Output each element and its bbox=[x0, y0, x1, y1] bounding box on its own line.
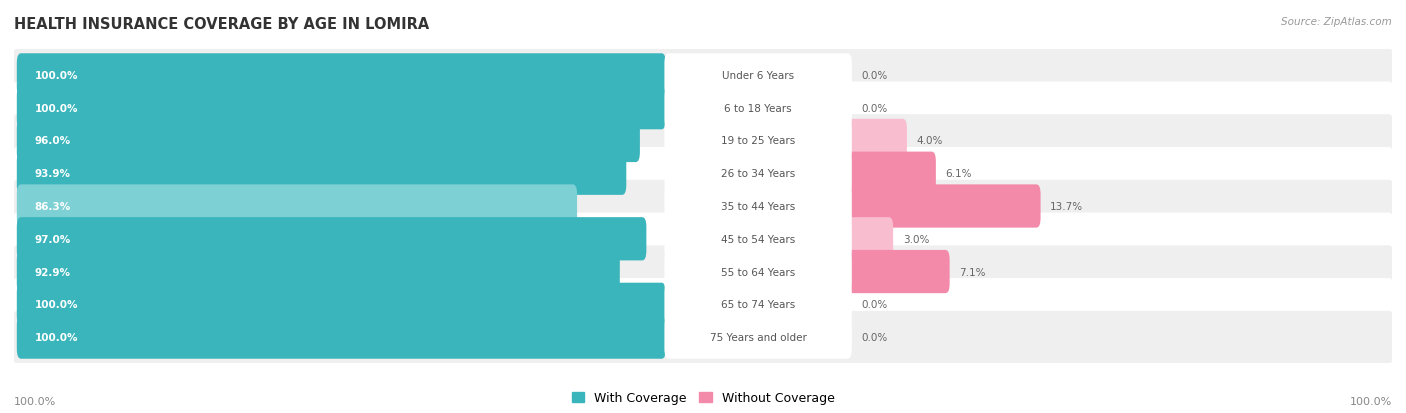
Text: 7.1%: 7.1% bbox=[959, 267, 986, 277]
Text: 96.0%: 96.0% bbox=[35, 136, 70, 146]
FancyBboxPatch shape bbox=[13, 311, 1393, 363]
Text: 35 to 44 Years: 35 to 44 Years bbox=[721, 202, 796, 211]
Text: 4.0%: 4.0% bbox=[917, 136, 943, 146]
Text: 75 Years and older: 75 Years and older bbox=[710, 332, 807, 342]
FancyBboxPatch shape bbox=[13, 278, 1393, 331]
Text: 97.0%: 97.0% bbox=[35, 234, 70, 244]
Text: 100.0%: 100.0% bbox=[35, 299, 79, 310]
Text: 92.9%: 92.9% bbox=[35, 267, 70, 277]
FancyBboxPatch shape bbox=[844, 185, 1040, 228]
Text: Under 6 Years: Under 6 Years bbox=[723, 71, 794, 81]
FancyBboxPatch shape bbox=[844, 218, 893, 261]
Text: 55 to 64 Years: 55 to 64 Years bbox=[721, 267, 796, 277]
FancyBboxPatch shape bbox=[665, 218, 852, 261]
FancyBboxPatch shape bbox=[13, 82, 1393, 135]
Text: 0.0%: 0.0% bbox=[862, 299, 887, 310]
FancyBboxPatch shape bbox=[13, 246, 1393, 298]
Text: 100.0%: 100.0% bbox=[35, 332, 79, 342]
FancyBboxPatch shape bbox=[17, 87, 666, 130]
Legend: With Coverage, Without Coverage: With Coverage, Without Coverage bbox=[572, 392, 834, 404]
Text: 93.9%: 93.9% bbox=[35, 169, 70, 179]
Text: 100.0%: 100.0% bbox=[14, 396, 56, 406]
FancyBboxPatch shape bbox=[17, 283, 666, 326]
FancyBboxPatch shape bbox=[13, 50, 1393, 102]
FancyBboxPatch shape bbox=[13, 115, 1393, 167]
Text: 0.0%: 0.0% bbox=[862, 103, 887, 114]
FancyBboxPatch shape bbox=[13, 148, 1393, 200]
FancyBboxPatch shape bbox=[17, 250, 620, 294]
FancyBboxPatch shape bbox=[844, 250, 949, 294]
Text: 0.0%: 0.0% bbox=[862, 71, 887, 81]
FancyBboxPatch shape bbox=[665, 87, 852, 130]
Text: Source: ZipAtlas.com: Source: ZipAtlas.com bbox=[1281, 17, 1392, 26]
Text: 100.0%: 100.0% bbox=[35, 71, 79, 81]
Text: 6.1%: 6.1% bbox=[945, 169, 972, 179]
FancyBboxPatch shape bbox=[17, 218, 647, 261]
Text: 100.0%: 100.0% bbox=[35, 103, 79, 114]
Text: 19 to 25 Years: 19 to 25 Years bbox=[721, 136, 796, 146]
FancyBboxPatch shape bbox=[844, 152, 936, 195]
Text: 3.0%: 3.0% bbox=[903, 234, 929, 244]
FancyBboxPatch shape bbox=[665, 316, 852, 359]
Text: 6 to 18 Years: 6 to 18 Years bbox=[724, 103, 792, 114]
Text: 86.3%: 86.3% bbox=[35, 202, 70, 211]
Text: 13.7%: 13.7% bbox=[1050, 202, 1084, 211]
Text: 65 to 74 Years: 65 to 74 Years bbox=[721, 299, 796, 310]
Text: 26 to 34 Years: 26 to 34 Years bbox=[721, 169, 796, 179]
FancyBboxPatch shape bbox=[17, 152, 626, 195]
FancyBboxPatch shape bbox=[665, 185, 852, 228]
FancyBboxPatch shape bbox=[665, 119, 852, 163]
FancyBboxPatch shape bbox=[17, 316, 666, 359]
FancyBboxPatch shape bbox=[13, 180, 1393, 233]
Text: HEALTH INSURANCE COVERAGE BY AGE IN LOMIRA: HEALTH INSURANCE COVERAGE BY AGE IN LOMI… bbox=[14, 17, 429, 31]
FancyBboxPatch shape bbox=[844, 119, 907, 163]
Text: 100.0%: 100.0% bbox=[1350, 396, 1392, 406]
Text: 0.0%: 0.0% bbox=[862, 332, 887, 342]
FancyBboxPatch shape bbox=[665, 54, 852, 97]
Text: 45 to 54 Years: 45 to 54 Years bbox=[721, 234, 796, 244]
FancyBboxPatch shape bbox=[17, 54, 666, 97]
FancyBboxPatch shape bbox=[17, 185, 576, 228]
FancyBboxPatch shape bbox=[13, 213, 1393, 266]
FancyBboxPatch shape bbox=[665, 250, 852, 294]
FancyBboxPatch shape bbox=[665, 152, 852, 195]
FancyBboxPatch shape bbox=[17, 119, 640, 163]
FancyBboxPatch shape bbox=[665, 283, 852, 326]
